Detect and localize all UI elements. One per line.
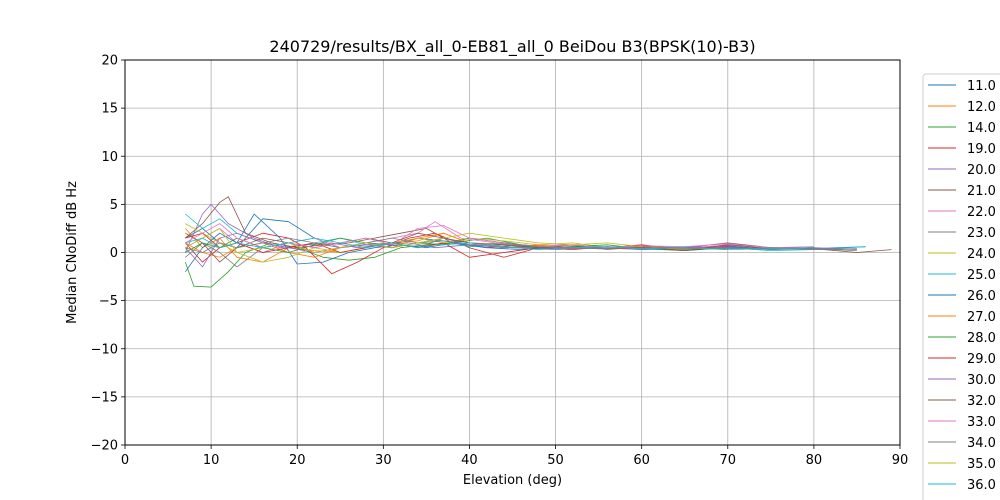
y-tick-label: 5 xyxy=(110,198,118,213)
legend-label: 28.0 xyxy=(967,331,996,346)
legend-label: 25.0 xyxy=(967,268,996,283)
x-tick-label: 40 xyxy=(461,453,478,468)
x-tick-label: 0 xyxy=(121,453,129,468)
legend-label: 21.0 xyxy=(967,184,996,199)
legend-label: 12.0 xyxy=(967,100,996,115)
legend-frame xyxy=(922,73,1000,500)
legend-label: 30.0 xyxy=(967,373,996,388)
legend-label: 20.0 xyxy=(967,163,996,178)
chart-title: 240729/results/BX_all_0-EB81_all_0 BeiDo… xyxy=(269,37,755,57)
legend-label: 14.0 xyxy=(967,121,996,136)
legend-label: 22.0 xyxy=(967,205,996,220)
x-tick-label: 80 xyxy=(806,453,823,468)
legend-label: 34.0 xyxy=(967,436,996,451)
x-tick-label: 60 xyxy=(633,453,650,468)
legend-label: 23.0 xyxy=(967,226,996,241)
series-line xyxy=(185,237,814,251)
y-tick-label: −5 xyxy=(99,294,118,309)
series-group xyxy=(184,196,892,288)
y-tick-label: 20 xyxy=(101,54,118,69)
legend-label: 11.0 xyxy=(967,79,996,94)
legend-label: 35.0 xyxy=(967,457,996,472)
legend-label: 29.0 xyxy=(967,352,996,367)
y-tick-label: −15 xyxy=(91,390,118,405)
y-tick-label: −20 xyxy=(91,439,118,454)
x-tick-label: 30 xyxy=(375,453,392,468)
y-tick-label: 0 xyxy=(110,246,118,261)
y-tick-label: 10 xyxy=(101,150,118,165)
x-axis: 0 10 20 30 40 50 60 70 80 90 xyxy=(121,445,908,468)
x-tick-label: 90 xyxy=(892,453,909,468)
x-tick-label: 70 xyxy=(720,453,737,468)
series-line xyxy=(184,213,814,273)
legend-label: 26.0 xyxy=(967,289,996,304)
x-tick-label: 50 xyxy=(547,453,564,468)
y-axis-label: Median CNoDiff dB Hz xyxy=(65,181,80,324)
grid xyxy=(124,59,901,446)
series-line xyxy=(185,223,771,249)
legend: 11.0 12.0 14.0 19.0 20.0 21.0 22.0 23.0 24.0 25.0… xyxy=(922,73,1000,500)
y-axis: 20 15 10 5 0 −5 −10 −15 −20 xyxy=(91,54,125,454)
x-tick-label: 10 xyxy=(203,453,220,468)
series-line xyxy=(185,232,728,275)
x-tick-label: 20 xyxy=(289,453,306,468)
legend-label: 19.0 xyxy=(967,142,996,157)
legend-label: 36.0 xyxy=(967,478,996,493)
x-axis-label: Elevation (deg) xyxy=(463,473,562,488)
legend-label: 24.0 xyxy=(967,247,996,262)
legend-label: 33.0 xyxy=(967,415,996,430)
series-line xyxy=(185,196,892,253)
legend-label: 27.0 xyxy=(967,310,996,325)
legend-label: 32.0 xyxy=(967,394,996,409)
y-tick-label: −10 xyxy=(91,342,118,357)
y-tick-label: 15 xyxy=(101,102,118,117)
